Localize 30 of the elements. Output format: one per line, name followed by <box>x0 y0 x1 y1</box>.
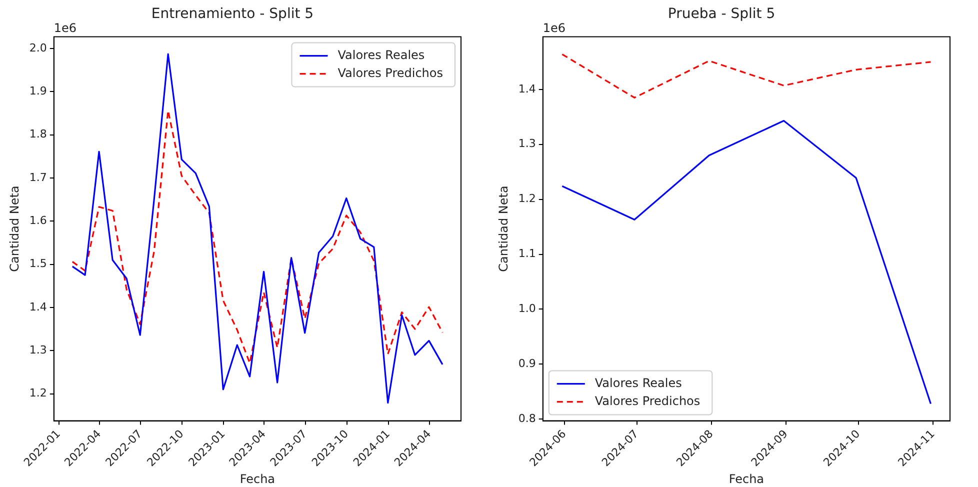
y-tick-label: 1.3 <box>29 343 47 356</box>
y-tick-label: 2.0 <box>29 41 47 54</box>
y-tick-label: 1.2 <box>518 192 536 206</box>
x-axis-title: Fecha <box>240 472 276 486</box>
legend-label: Valores Reales <box>338 48 425 62</box>
y-tick-label: 0.9 <box>518 357 536 370</box>
y-tick-label: 1.4 <box>29 300 47 314</box>
y-tick-label: 1.3 <box>518 137 536 150</box>
chart-title: Entrenamiento - Split 5 <box>151 6 314 22</box>
y-tick-label: 1.4 <box>518 82 536 96</box>
text: 1e6 <box>54 20 77 35</box>
line-series <box>72 110 444 364</box>
y-tick-label: 1.9 <box>29 84 47 98</box>
legend-label: Valores Reales <box>594 376 682 390</box>
y-tick-label: 1.6 <box>29 214 47 227</box>
y-tick-label: 1.7 <box>29 170 47 184</box>
chart-title: Prueba - Split 5 <box>668 6 776 22</box>
y-tick-label: 1.5 <box>29 257 47 270</box>
y-tick-label: 1.0 <box>518 302 536 316</box>
legend-label: Valores Predichos <box>338 66 444 80</box>
x-axis-title: Fecha <box>728 472 764 486</box>
text: 1e6 <box>542 20 566 35</box>
legend-label: Valores Predichos <box>594 394 700 408</box>
y-tick-label: 1.2 <box>29 386 47 400</box>
y-tick-label: 1.8 <box>29 128 47 141</box>
y-axis-title: Cantidad Neta <box>496 186 510 272</box>
y-tick-label: 0.8 <box>518 412 536 425</box>
y-axis-title: Cantidad Neta <box>7 186 22 272</box>
line-series <box>561 53 932 98</box>
y-tick-label: 1.1 <box>518 247 536 260</box>
